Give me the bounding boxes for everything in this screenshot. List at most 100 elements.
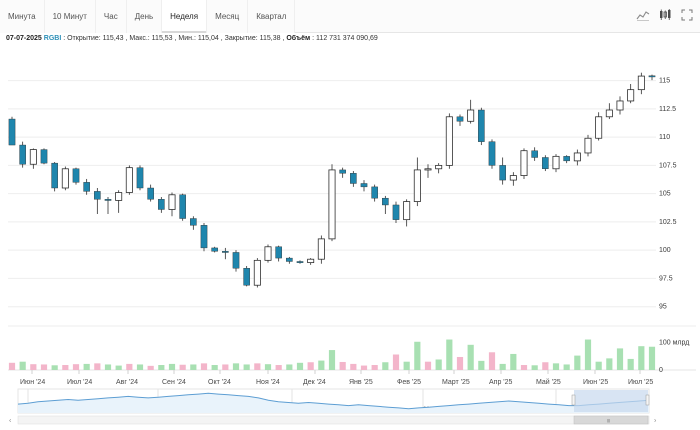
candle-34[interactable] — [360, 180, 368, 192]
area-chart-icon[interactable] — [636, 8, 650, 22]
candle-36[interactable] — [382, 195, 389, 214]
candle-58[interactable] — [616, 96, 624, 115]
candle-body-down — [243, 268, 250, 286]
tab-week[interactable]: Неделя — [162, 0, 208, 33]
candle-46[interactable] — [488, 139, 496, 169]
candle-22[interactable] — [232, 250, 240, 272]
candle-40[interactable] — [424, 164, 432, 178]
volume-bar-50 — [531, 365, 538, 370]
candle-23[interactable] — [243, 266, 250, 287]
candle-2[interactable] — [19, 141, 26, 168]
candle-33[interactable] — [350, 171, 357, 187]
candle-body-up — [317, 238, 325, 260]
volume-bar-21 — [222, 364, 229, 370]
candle-11[interactable] — [115, 190, 123, 213]
candle-5[interactable] — [51, 162, 58, 192]
candle-14[interactable] — [147, 184, 154, 202]
candle-47[interactable] — [499, 157, 506, 185]
navigator-left-arrow-icon[interactable]: ‹ — [9, 418, 12, 425]
candle-7[interactable] — [72, 167, 80, 185]
candle-4[interactable] — [40, 148, 48, 165]
candle-19[interactable] — [200, 223, 208, 252]
candle-43[interactable] — [456, 114, 464, 126]
candle-57[interactable] — [605, 103, 613, 120]
candle-39[interactable] — [413, 157, 421, 207]
candle-48[interactable] — [509, 172, 517, 186]
summary-date: 07-07-2025 — [6, 35, 42, 42]
expand-icon[interactable] — [680, 8, 694, 22]
tab-month[interactable]: Месяц — [207, 0, 249, 33]
candle-15[interactable] — [158, 197, 165, 213]
candle-21[interactable] — [222, 247, 229, 260]
candle-42[interactable] — [445, 113, 453, 169]
candle-1[interactable] — [8, 116, 16, 146]
volume-bar-31 — [328, 350, 336, 370]
candle-16[interactable] — [168, 192, 176, 217]
candle-20[interactable] — [211, 246, 218, 253]
candle-31[interactable] — [328, 164, 336, 242]
candle-56[interactable] — [595, 112, 603, 141]
candle-body-down — [147, 187, 154, 200]
candle-27[interactable] — [286, 256, 293, 264]
candle-37[interactable] — [392, 201, 400, 224]
tab-10-minutes[interactable]: 10 Минут — [44, 0, 96, 33]
navigator-left-handle[interactable] — [571, 394, 576, 406]
timeframe-tabs: Минута 10 Минут Час День Неделя Месяц Кв… — [0, 0, 296, 33]
volume-layer: 100 млрд 0 — [8, 339, 689, 374]
candle-60[interactable] — [637, 72, 645, 95]
tab-hour[interactable]: Час — [95, 0, 127, 33]
candle-53[interactable] — [563, 155, 570, 164]
candle-17[interactable] — [179, 193, 186, 221]
candle-10[interactable] — [104, 197, 112, 214]
candlestick-chart-icon[interactable] — [658, 8, 672, 22]
navigator-scrollbar-track[interactable] — [17, 415, 650, 425]
volume-bar-23 — [243, 364, 250, 370]
tab-minute[interactable]: Минута — [0, 0, 45, 33]
candle-24[interactable] — [253, 258, 261, 288]
candle-6[interactable] — [61, 166, 69, 191]
candle-13[interactable] — [136, 165, 144, 191]
candle-55[interactable] — [584, 134, 592, 157]
candle-body-up — [403, 201, 411, 221]
candle-body-down — [382, 197, 389, 206]
candle-44[interactable] — [467, 99, 475, 124]
candle-54[interactable] — [573, 149, 581, 166]
candle-18[interactable] — [190, 216, 197, 230]
navigator-right-handle[interactable] — [645, 394, 650, 406]
candle-35[interactable] — [371, 184, 378, 202]
navigator-scrollbar-thumb[interactable] — [573, 415, 649, 425]
candle-52[interactable] — [552, 154, 560, 173]
navigator-right-arrow-icon[interactable]: › — [654, 418, 657, 425]
candle-25[interactable] — [264, 244, 272, 263]
candle-61[interactable] — [648, 74, 656, 81]
candle-32[interactable] — [339, 167, 346, 178]
candle-body-up — [307, 258, 315, 264]
tab-day[interactable]: День — [126, 0, 163, 33]
candle-30[interactable] — [317, 235, 325, 264]
date-tick-label: Фев '25 — [397, 379, 421, 386]
candle-26[interactable] — [275, 245, 282, 262]
candle-41[interactable] — [435, 163, 443, 174]
volume-bar-9 — [94, 363, 101, 370]
candle-29[interactable] — [307, 258, 315, 265]
candle-59[interactable] — [627, 84, 635, 104]
volume-bar-25 — [264, 364, 272, 370]
tab-quarter[interactable]: Квартал — [248, 0, 296, 33]
candle-38[interactable] — [403, 199, 411, 227]
candle-3[interactable] — [29, 148, 37, 169]
price-tick-label: 100 — [659, 247, 671, 254]
volume-bar-48 — [510, 353, 517, 370]
candle-9[interactable] — [94, 188, 101, 214]
candlestick-chart[interactable]: 115 112.5 110 107.5 105 102.5 100 97.5 95 100 мл… — [0, 50, 700, 430]
navigator-selection[interactable] — [574, 390, 648, 412]
candle-28[interactable] — [296, 260, 304, 264]
candle-51[interactable] — [542, 155, 549, 172]
candle-8[interactable] — [83, 178, 90, 195]
date-tick-label: Янв '25 — [349, 379, 373, 386]
close-value: 115,38 — [259, 35, 281, 42]
candle-50[interactable] — [531, 147, 538, 161]
open-label: Открытие: — [67, 35, 103, 42]
candle-49[interactable] — [520, 148, 528, 179]
candle-45[interactable] — [478, 107, 485, 146]
candle-12[interactable] — [125, 165, 133, 195]
